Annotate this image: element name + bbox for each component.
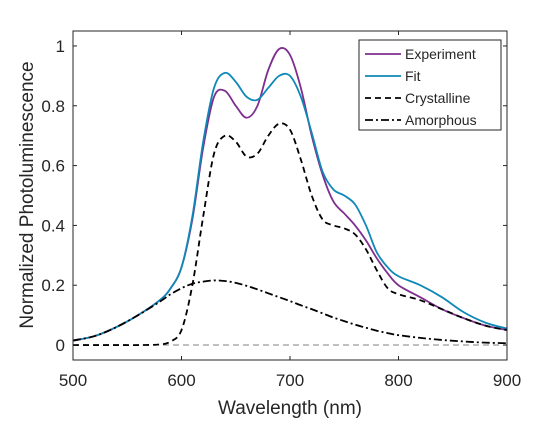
x-axis-label: Wavelength (nm) (218, 398, 362, 419)
x-tick-label: 800 (384, 371, 412, 390)
legend-label-amorphous: Amorphous (405, 112, 477, 128)
series-group (72, 47, 508, 346)
y-tick-label: 0.4 (41, 216, 65, 235)
legend-label-experiment: Experiment (405, 46, 476, 62)
legend-label-crystalline: Crystalline (405, 90, 471, 106)
series-line-crystalline (73, 122, 508, 346)
legend-label-fit: Fit (405, 68, 421, 84)
series-line-amorphous (72, 279, 508, 345)
x-ticks: 500 600 700 800 900 (59, 31, 521, 390)
y-ticks: 0 0.2 0.4 0.6 0.8 1 (41, 37, 507, 355)
y-tick-label: 1 (56, 37, 65, 56)
x-tick-label: 600 (167, 371, 195, 390)
x-tick-label: 700 (276, 371, 304, 390)
legend-box (358, 39, 502, 131)
legend: Experiment Fit Crystalline Amorphous (358, 39, 502, 131)
y-tick-label: 0.2 (41, 276, 65, 295)
y-tick-label: 0 (56, 336, 65, 355)
x-tick-label: 500 (59, 371, 87, 390)
y-tick-label: 0.8 (41, 97, 65, 116)
y-tick-label: 0.6 (41, 157, 65, 176)
x-tick-label: 900 (493, 371, 521, 390)
y-axis-label: Normalized Photoluminescence (17, 61, 38, 328)
series-line-fit (72, 71, 508, 342)
